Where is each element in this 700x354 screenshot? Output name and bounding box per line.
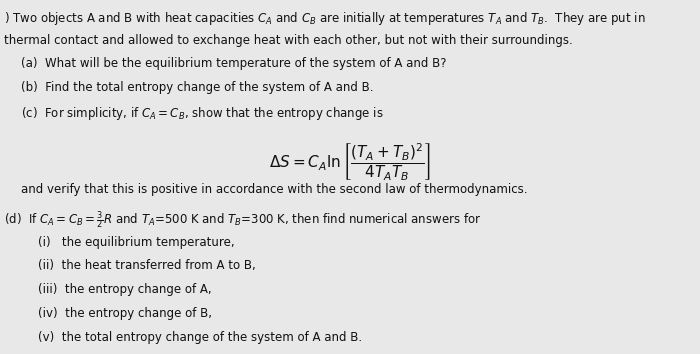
Text: $\Delta S = C_A \ln \left[ \dfrac{(T_A + T_B)^2}{4T_A T_B} \right]$: $\Delta S = C_A \ln \left[ \dfrac{(T_A +…	[269, 142, 431, 183]
Text: (v)  the total entropy change of the system of A and B.: (v) the total entropy change of the syst…	[38, 331, 363, 344]
Text: (iv)  the entropy change of B,: (iv) the entropy change of B,	[38, 307, 213, 320]
Text: (c)  For simplicity, if $C_A = C_B$, show that the entropy change is: (c) For simplicity, if $C_A = C_B$, show…	[21, 105, 384, 122]
Text: (d)  If $C_A = C_B = \frac{3}{2}R$ and $T_A$=500 K and $T_B$=300 K, then find nu: (d) If $C_A = C_B = \frac{3}{2}R$ and $T…	[4, 210, 481, 231]
Text: (i)   the equilibrium temperature,: (i) the equilibrium temperature,	[38, 236, 235, 249]
Text: (b)  Find the total entropy change of the system of A and B.: (b) Find the total entropy change of the…	[21, 81, 374, 94]
Text: (a)  What will be the equilibrium temperature of the system of A and B?: (a) What will be the equilibrium tempera…	[21, 57, 447, 70]
Text: ) Two objects A and B with heat capacities $C_A$ and $C_B$ are initially at temp: ) Two objects A and B with heat capaciti…	[4, 10, 645, 27]
Text: (iii)  the entropy change of A,: (iii) the entropy change of A,	[38, 283, 212, 296]
Text: and verify that this is positive in accordance with the second law of thermodyna: and verify that this is positive in acco…	[21, 183, 528, 196]
Text: (ii)  the heat transferred from A to B,: (ii) the heat transferred from A to B,	[38, 259, 256, 273]
Text: thermal contact and allowed to exchange heat with each other, but not with their: thermal contact and allowed to exchange …	[4, 34, 573, 47]
